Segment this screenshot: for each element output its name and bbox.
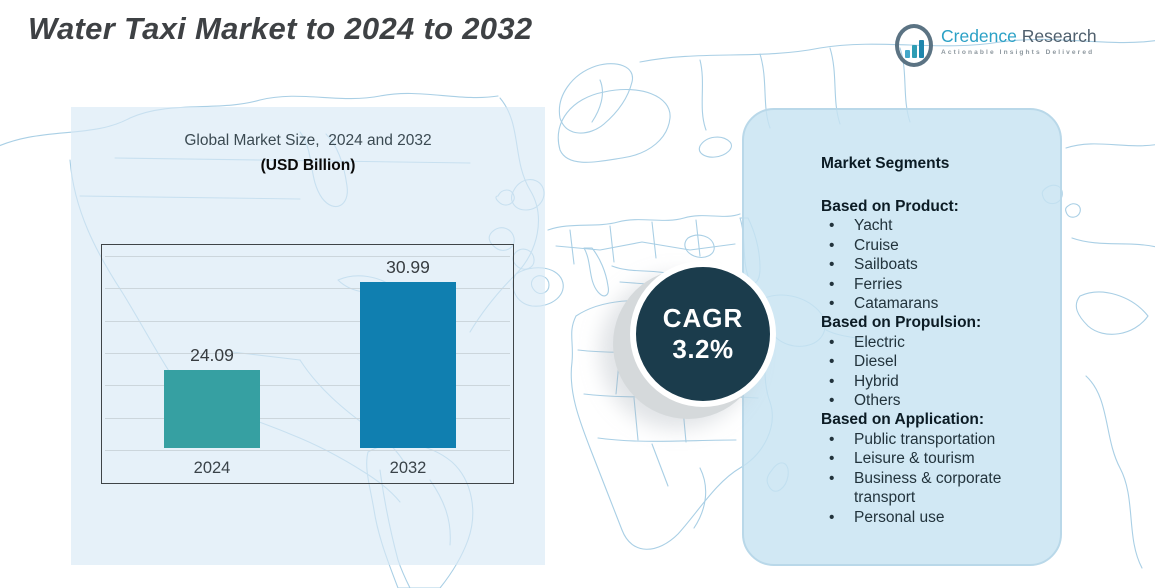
segments-heading: Market Segments (821, 155, 950, 172)
map-greenland-iceland (557, 88, 732, 163)
segment-group-title: Based on Application: (821, 411, 985, 429)
cagr-value: 3.2% (672, 334, 734, 364)
segment-item: Others (821, 391, 1024, 411)
gridline (105, 417, 510, 419)
segment-item: Public transportation (821, 430, 1024, 450)
segment-item: Ferries (821, 275, 1024, 295)
segment-item-list: Public transportationLeisure & tourismBu… (821, 430, 1024, 527)
credence-research-logo: Credence Research Actionable Insights De… (895, 24, 1097, 67)
logo-tagline: Actionable Insights Delivered (941, 49, 1095, 56)
segment-item: Leisure & tourism (821, 449, 1024, 469)
page-title: Water Taxi Market to 2024 to 2032 (28, 11, 533, 46)
segment-item: Personal use (821, 508, 1024, 528)
segment-item: Business & corporate transport (821, 469, 1024, 508)
gridline (105, 450, 510, 451)
bar-category-label: 2032 (389, 459, 427, 477)
segments-groups: Based on Product:YachtCruiseSailboatsFer… (821, 197, 1024, 527)
bar-value-label: 24.09 (190, 345, 234, 365)
gridline (105, 288, 510, 290)
segment-item: Sailboats (821, 255, 1024, 275)
segment-item: Diesel (821, 352, 1024, 372)
segment-item: Hybrid (821, 372, 1024, 392)
bar-value-label: 30.99 (386, 257, 430, 277)
gridline (105, 385, 510, 387)
segment-item: Yacht (821, 216, 1024, 236)
segment-item-list: ElectricDieselHybridOthers (821, 333, 1024, 411)
cagr-label: CAGR (662, 303, 744, 333)
cagr-badge: CAGR 3.2% (630, 261, 776, 407)
segment-item: Catamarans (821, 294, 1024, 314)
gridline (105, 320, 510, 322)
gridline (105, 353, 510, 354)
bar-2032 (360, 282, 456, 448)
bar-chart-circle-icon (895, 24, 933, 67)
segment-item: Electric (821, 333, 1024, 353)
logo-text: Credence Research Actionable Insights De… (941, 24, 1097, 57)
chart-title: Global Market Size, 2024 and 2032 (184, 132, 432, 149)
chart-background-panel (71, 107, 545, 565)
logo-name-primary: Credence (941, 26, 1017, 46)
segment-item-list: YachtCruiseSailboatsFerriesCatamarans (821, 216, 1024, 313)
bar-2024 (164, 370, 260, 448)
logo-name-secondary: Research (1021, 26, 1097, 46)
segment-item: Cruise (821, 236, 1024, 256)
gridline (105, 256, 510, 257)
chart-subtitle: (USD Billion) (260, 157, 356, 174)
segment-group-title: Based on Propulsion: (821, 314, 982, 332)
bar-category-label: 2024 (193, 459, 231, 477)
segment-group-title: Based on Product: (821, 198, 959, 215)
market-segments-panel: Market Segments Based on Product:YachtCr… (742, 108, 1062, 566)
bar-chart-plot-area: 24.09 2024 30.99 2032 (101, 244, 514, 484)
